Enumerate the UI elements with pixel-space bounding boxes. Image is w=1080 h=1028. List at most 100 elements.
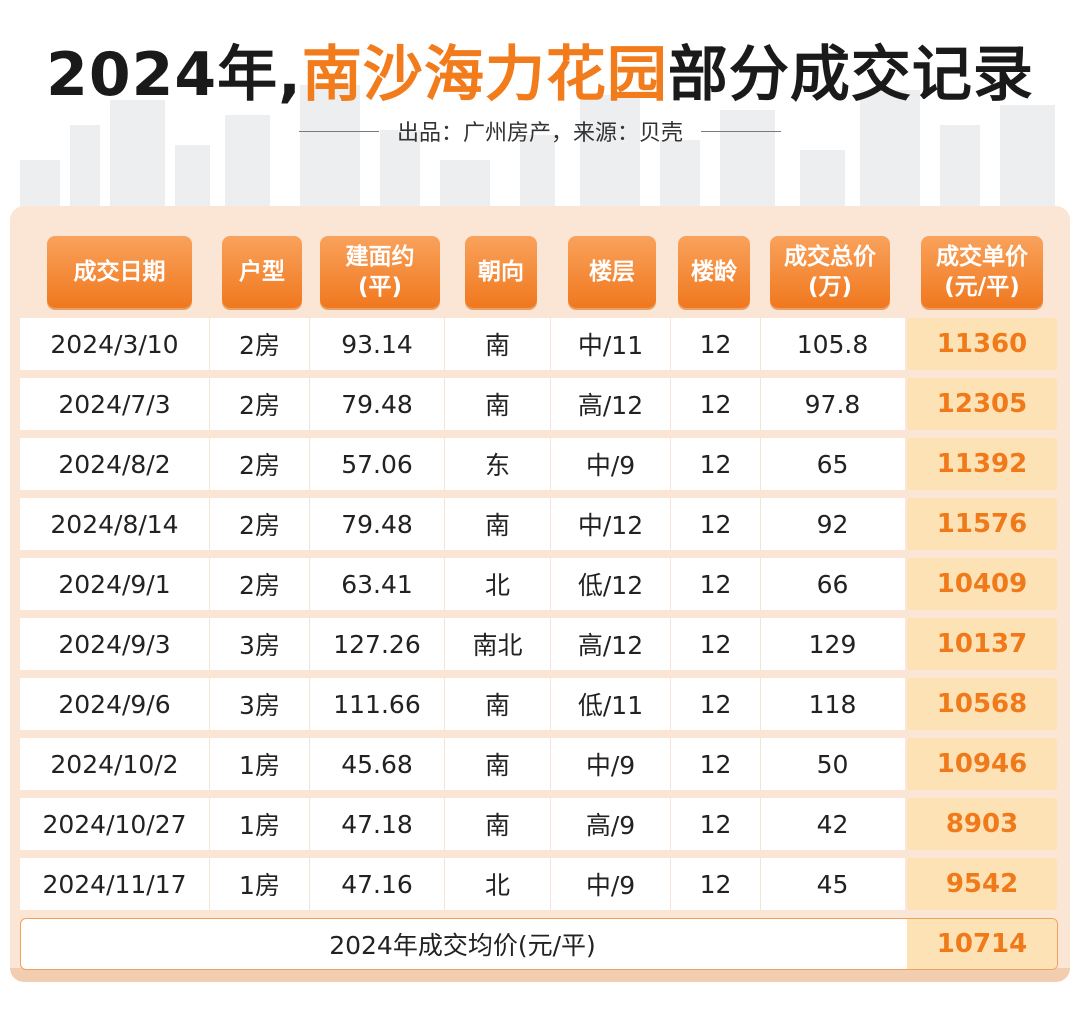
table-row: 2024/9/3 3房 127.26 南北 高/12 12 129 [20, 618, 905, 670]
cell-unit-price: 11360 [907, 318, 1057, 370]
cell-age: 12 [671, 318, 761, 370]
column-header-label: 成交单价 [936, 244, 1028, 270]
cell-date: 2024/8/14 [20, 498, 210, 550]
cell-date: 2024/7/3 [20, 378, 210, 430]
cell-total: 97.8 [804, 389, 861, 419]
table-row: 2024/10/2 1房 45.68 南中/9 12 50 [20, 738, 905, 790]
cell-age: 12 [671, 858, 761, 910]
cell-layout: 1房 [210, 858, 310, 910]
cell-total: 129 [808, 629, 857, 659]
cell-area: 127.26 [310, 618, 445, 670]
cell-layout: 2房 [210, 378, 310, 430]
cell-orientation: 南北 [445, 618, 551, 670]
cell-total: 65 [816, 449, 849, 479]
cell-area: 79.48 [310, 498, 445, 550]
cell-floor: 中/11 [551, 318, 671, 370]
table-row: 2024/7/3 2房 79.48 南高/12 12 97.8 [20, 378, 905, 430]
column-header-unit: (万) [807, 274, 853, 300]
cell-area: 111.66 [310, 678, 445, 730]
column-header-area: 建面约 (平) [320, 236, 440, 308]
column-header-floor: 楼层 [568, 236, 656, 308]
column-header-label: 楼层 [589, 259, 635, 285]
title-prefix: 2024年, [46, 40, 302, 110]
cell-total: 66 [816, 569, 849, 599]
column-header-label: 建面约 [345, 244, 415, 270]
cell-orientation: 南 [445, 678, 551, 730]
cell-layout: 1房 [210, 738, 310, 790]
cell-date: 2024/9/6 [20, 678, 210, 730]
cell-area: 93.14 [310, 318, 445, 370]
cell-unit-price: 10946 [907, 738, 1057, 790]
column-header-label: 成交日期 [73, 259, 166, 285]
cell-total: 42 [816, 809, 849, 839]
column-header-unit: (平) [357, 274, 403, 300]
title-highlight: 南沙海力花园 [301, 40, 668, 110]
cell-floor: 高/12 [551, 618, 671, 670]
cell-floor: 中/9 [551, 858, 671, 910]
cell-unit-price: 8903 [907, 798, 1057, 850]
table-row: 2024/10/27 1房 47.18 南高/9 12 42 [20, 798, 905, 850]
cell-area: 79.48 [310, 378, 445, 430]
table-row: 2024/9/1 2房 63.41 北低/12 12 66 [20, 558, 905, 610]
cell-floor: 中/12 [551, 498, 671, 550]
cell-age: 12 [671, 558, 761, 610]
cell-age: 12 [671, 618, 761, 670]
cell-date: 2024/10/27 [20, 798, 210, 850]
average-label: 2024年成交均价(元/平) [329, 931, 596, 960]
cell-date: 2024/9/1 [20, 558, 210, 610]
column-header-orientation: 朝向 [465, 236, 537, 308]
cell-orientation: 北 [445, 558, 551, 610]
column-header-age: 楼龄 [678, 236, 750, 308]
cell-area: 45.68 [310, 738, 445, 790]
cell-area: 47.16 [310, 858, 445, 910]
table-row: 2024/8/14 2房 79.48 南中/12 12 92 [20, 498, 905, 550]
subtitle: 出品：广州房产，来源：贝壳 [396, 121, 683, 146]
cell-layout: 3房 [210, 618, 310, 670]
cell-date: 2024/3/10 [20, 318, 210, 370]
cell-age: 12 [671, 498, 761, 550]
column-header-label: 成交总价 [784, 244, 876, 270]
cell-area: 63.41 [310, 558, 445, 610]
title-suffix: 部分成交记录 [667, 40, 1034, 110]
cell-unit-price: 11576 [907, 498, 1057, 550]
table-row: 2024/9/6 3房 111.66 南低/11 12 118 [20, 678, 905, 730]
column-header-label: 楼龄 [691, 259, 737, 285]
cell-orientation: 南 [445, 798, 551, 850]
cell-orientation: 南 [445, 738, 551, 790]
cell-total: 118 [808, 689, 857, 719]
cell-unit-price: 11392 [907, 438, 1057, 490]
cell-orientation: 东 [445, 438, 551, 490]
column-header-date: 成交日期 [47, 236, 192, 308]
column-header-layout: 户型 [222, 236, 302, 308]
column-header-label: 朝向 [478, 259, 524, 285]
cell-total: 50 [816, 749, 849, 779]
cell-total: 45 [816, 869, 849, 899]
cell-area: 57.06 [310, 438, 445, 490]
cell-unit-price: 10137 [907, 618, 1057, 670]
table-row: 2024/8/2 2房 57.06 东中/9 12 65 [20, 438, 905, 490]
page-title: 2024年,南沙海力花园部分成交记录 [0, 26, 1080, 113]
cell-total: 92 [816, 509, 849, 539]
cell-layout: 2房 [210, 318, 310, 370]
cell-age: 12 [671, 738, 761, 790]
cell-layout: 2房 [210, 498, 310, 550]
cell-date: 2024/10/2 [20, 738, 210, 790]
average-value: 10714 [907, 919, 1057, 969]
cell-age: 12 [671, 678, 761, 730]
cell-date: 2024/9/3 [20, 618, 210, 670]
column-header-unit: (元/平) [944, 274, 1020, 300]
subtitle-row: 出品：广州房产，来源：贝壳 [0, 116, 1080, 146]
cell-orientation: 北 [445, 858, 551, 910]
cell-age: 12 [671, 438, 761, 490]
cell-area: 47.18 [310, 798, 445, 850]
cell-age: 12 [671, 798, 761, 850]
table-row: 2024/11/17 1房 47.16 北中/9 12 45 [20, 858, 905, 910]
cell-floor: 高/12 [551, 378, 671, 430]
cell-orientation: 南 [445, 498, 551, 550]
cell-date: 2024/8/2 [20, 438, 210, 490]
cell-floor: 低/11 [551, 678, 671, 730]
cell-floor: 中/9 [551, 438, 671, 490]
cell-floor: 低/12 [551, 558, 671, 610]
cell-unit-price: 12305 [907, 378, 1057, 430]
table-panel-base [10, 968, 1070, 982]
